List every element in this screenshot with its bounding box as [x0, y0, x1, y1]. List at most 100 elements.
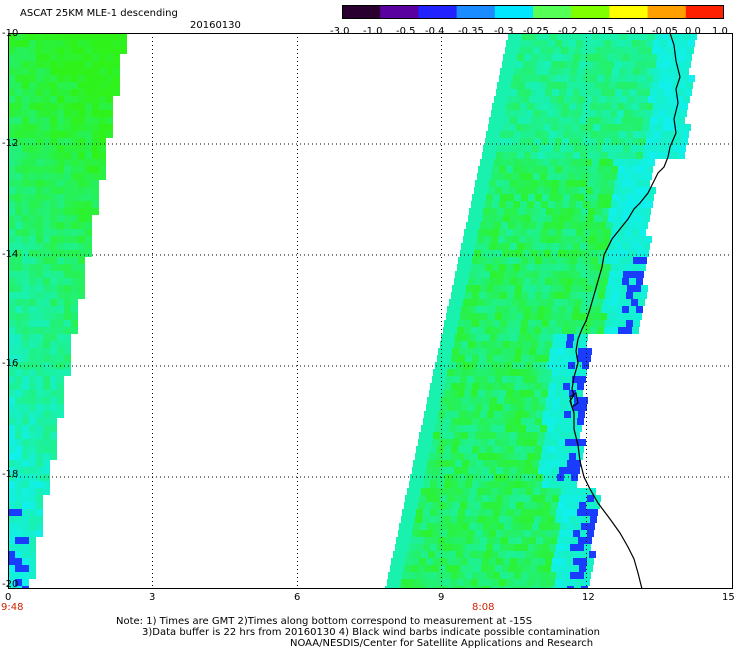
swath-cell — [43, 117, 50, 124]
swath-cell — [632, 201, 639, 208]
swath-cell — [64, 187, 71, 194]
swath-cell — [581, 271, 588, 278]
swath-cell — [50, 341, 57, 348]
swath-cell — [496, 278, 503, 285]
swath-cell — [8, 376, 15, 383]
swath-cell — [78, 208, 85, 215]
swath-cell — [654, 131, 661, 138]
swath-cell — [43, 397, 50, 404]
swath-cell — [527, 327, 534, 334]
swath-cell — [420, 460, 427, 467]
swath-cell — [538, 215, 545, 222]
swath-cell — [532, 271, 539, 278]
swath-cell — [584, 509, 591, 516]
swath-cell — [547, 110, 554, 117]
swath-cell — [537, 502, 544, 509]
swath-cell — [527, 229, 534, 236]
swath-cell — [669, 96, 676, 103]
swath-cell — [476, 586, 483, 589]
swath-cell — [541, 201, 548, 208]
swath-cell — [567, 271, 574, 278]
swath-cell — [557, 411, 564, 418]
swath-cell — [15, 82, 22, 89]
swath-cell — [43, 243, 50, 250]
swath-cell — [8, 488, 15, 495]
swath-cell — [393, 551, 400, 558]
swath-cell — [550, 537, 557, 544]
swath-cell — [99, 166, 106, 173]
swath-cell — [535, 544, 542, 551]
swath-cell — [556, 509, 563, 516]
swath-cell — [489, 243, 496, 250]
swath-cell — [450, 327, 457, 334]
swath-cell — [458, 257, 465, 264]
swath-cell — [509, 376, 516, 383]
swath-cell — [497, 586, 504, 589]
swath-cell — [477, 299, 484, 306]
swath-cell — [64, 145, 71, 152]
swath-cell — [516, 61, 523, 68]
swath-cell — [92, 159, 99, 166]
swath-cell — [468, 243, 475, 250]
swath-cell — [552, 243, 559, 250]
swath-cell — [528, 292, 535, 299]
swath-cell — [552, 369, 559, 376]
swath-cell — [495, 439, 502, 446]
swath-cell — [622, 243, 629, 250]
swath-cell — [508, 33, 515, 40]
swath-cell — [632, 264, 639, 271]
swath-cell — [36, 327, 43, 334]
swath-cell — [57, 271, 64, 278]
swath-cell — [520, 201, 527, 208]
swath-cell — [422, 516, 429, 523]
swath-cell — [528, 320, 535, 327]
swath-cell — [29, 131, 36, 138]
swath-cell — [50, 180, 57, 187]
swath-cell — [580, 215, 587, 222]
swath-cell — [491, 488, 498, 495]
swath-cell — [535, 509, 542, 516]
swath-cell — [500, 292, 507, 299]
swath-cell — [566, 558, 573, 565]
swath-cell — [599, 222, 606, 229]
swath-cell — [113, 33, 120, 40]
swath-cell — [680, 47, 687, 54]
swath-cell — [582, 110, 589, 117]
swath-cell — [539, 397, 546, 404]
swath-cell — [514, 509, 521, 516]
swath-cell — [438, 411, 445, 418]
swath-cell — [22, 411, 29, 418]
swath-cell — [15, 299, 22, 306]
swath-cell — [595, 145, 602, 152]
swath-cell — [550, 285, 557, 292]
swath-cell — [429, 390, 436, 397]
swath-cell — [545, 495, 552, 502]
swath-cell — [650, 117, 657, 124]
swath-cell — [22, 418, 29, 425]
swath-cell — [22, 236, 29, 243]
swath-cell — [8, 467, 15, 474]
swath-cell — [662, 33, 669, 40]
swath-cell — [450, 453, 457, 460]
swath-cell — [36, 425, 43, 432]
swath-cell — [604, 327, 611, 334]
swath-cell — [548, 75, 555, 82]
swath-cell — [431, 537, 438, 544]
swath-cell — [22, 278, 29, 285]
swath-cell — [485, 201, 492, 208]
swath-cell — [556, 292, 563, 299]
swath-cell — [645, 173, 652, 180]
swath-cell — [489, 432, 496, 439]
swath-cell — [8, 103, 15, 110]
swath-cell — [491, 362, 498, 369]
swath-cell — [682, 131, 689, 138]
swath-cell — [8, 166, 15, 173]
swath-cell — [505, 236, 512, 243]
swath-cell — [557, 348, 564, 355]
swath-cell — [642, 61, 649, 68]
swath-cell — [78, 264, 85, 271]
swath-cell — [544, 565, 551, 572]
swath-cell — [8, 544, 15, 551]
swath-cell — [573, 215, 580, 222]
swath-cell — [551, 313, 558, 320]
